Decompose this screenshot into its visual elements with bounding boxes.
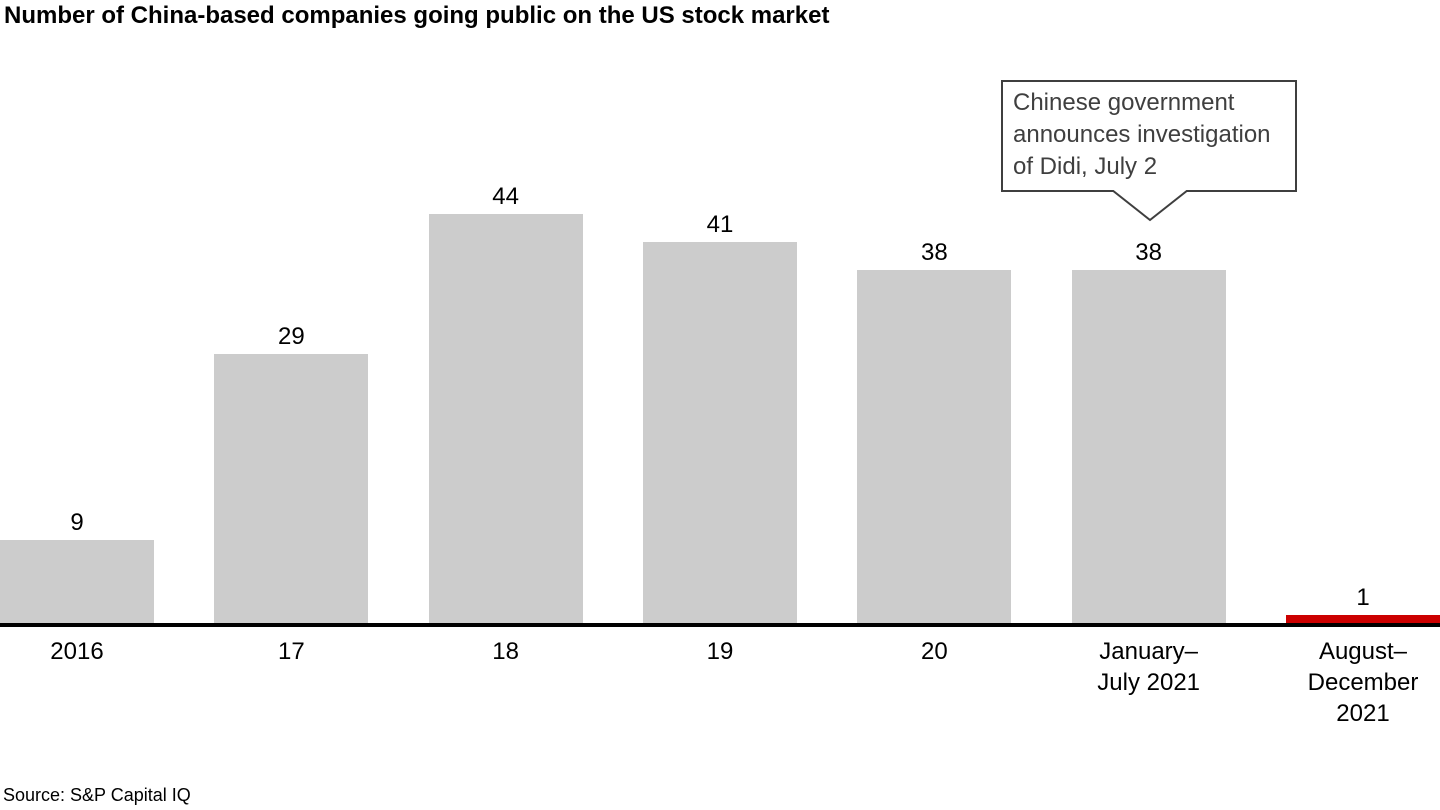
bar-4 <box>643 242 797 624</box>
x-tick-label: January– July 2021 <box>1097 638 1201 696</box>
chart-title: Number of China-based companies going pu… <box>4 2 830 29</box>
bar-value-label: 38 <box>920 239 948 266</box>
bar-5 <box>857 270 1012 624</box>
bar-value-label: 1 <box>1356 584 1370 611</box>
annotation-callout: Chinese government announces investigati… <box>1001 80 1297 222</box>
bar-value-label: 9 <box>70 509 84 536</box>
x-tick-label: 20 <box>920 638 948 665</box>
source-note: Source: S&P Capital IQ <box>3 785 191 805</box>
bar-value-label: 44 <box>492 183 519 210</box>
bar-1 <box>0 540 154 624</box>
bar-value-label: 29 <box>277 323 305 350</box>
bar-7 <box>1286 615 1440 624</box>
annotation-text: Chinese government announces investigati… <box>1013 89 1271 180</box>
x-tick-label: 2016 <box>50 638 104 665</box>
annotation-tail-icon <box>1111 190 1189 222</box>
bar-3 <box>428 214 583 624</box>
bar-2 <box>214 354 369 624</box>
bar-value-label: 38 <box>1135 239 1162 266</box>
bar-value-label: 41 <box>706 211 734 238</box>
bar-6 <box>1071 270 1226 624</box>
x-tick-label: 18 <box>492 638 519 665</box>
x-tick-label: August– December 2021 <box>1307 638 1419 727</box>
x-tick-label: 17 <box>277 638 305 665</box>
x-tick-label: 19 <box>706 638 734 665</box>
x-axis-line <box>0 623 1440 627</box>
